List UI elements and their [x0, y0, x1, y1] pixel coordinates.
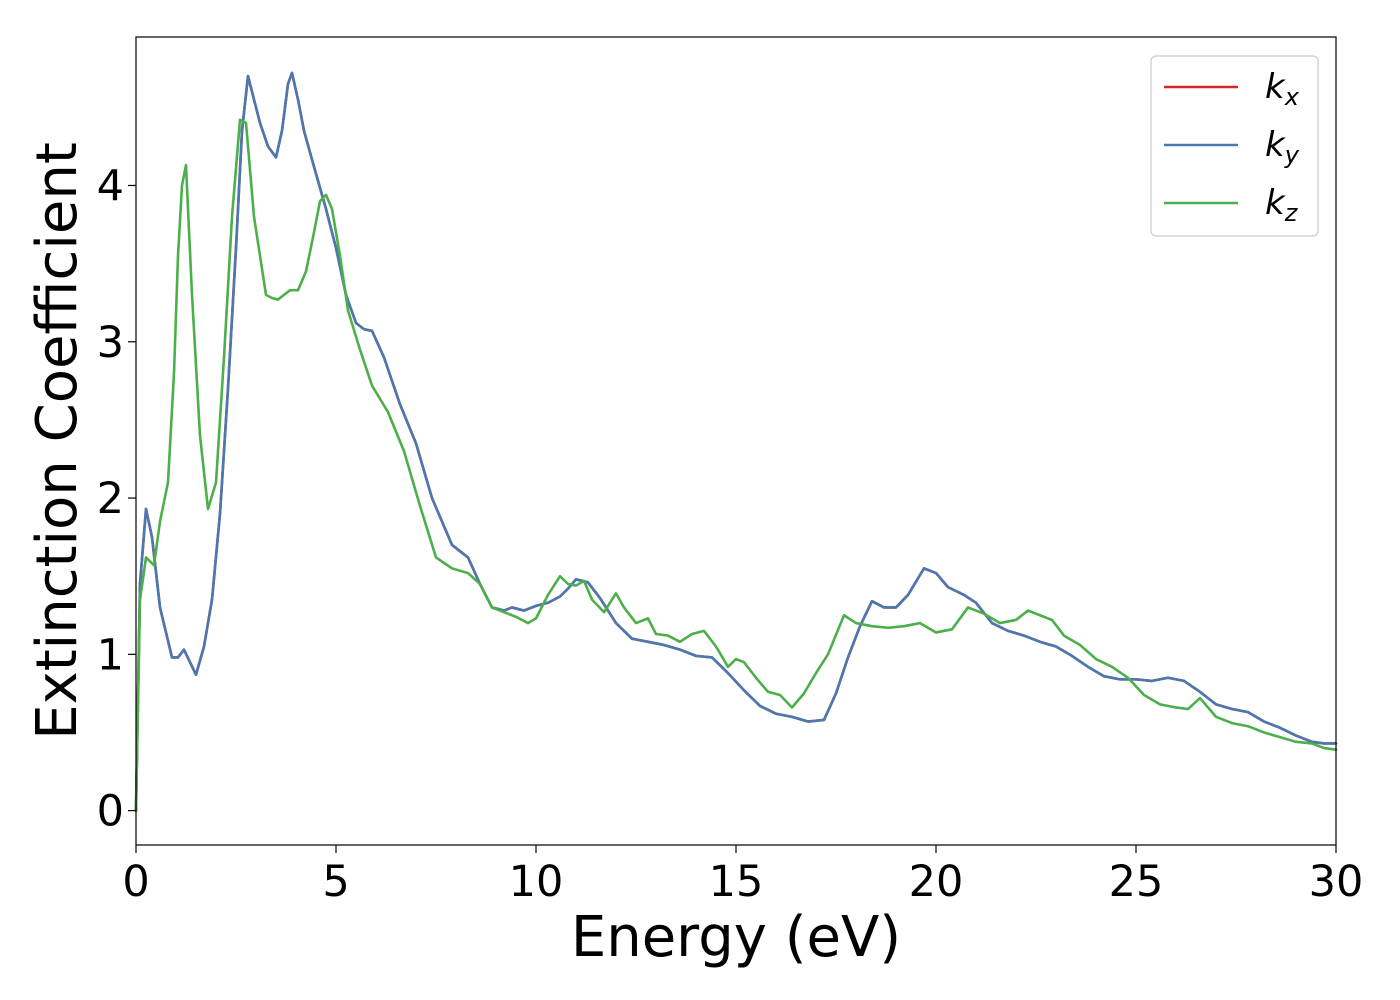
legend-label-z: kz — [1265, 183, 1299, 227]
series-line-y — [134, 71, 1338, 812]
legend: kx ky kz — [1150, 55, 1319, 237]
y-tick-label: 3 — [97, 318, 124, 368]
x-tick-label: 30 — [1309, 857, 1364, 907]
plot-lines — [134, 71, 1338, 812]
y-axis-ticks: 0 1 2 3 4 — [97, 161, 136, 837]
legend-label-x: kx — [1265, 67, 1300, 111]
x-tick-label: 15 — [709, 857, 764, 907]
x-tick-label: 10 — [509, 857, 564, 907]
x-tick-label: 25 — [1109, 857, 1164, 907]
x-tick-label: 0 — [122, 857, 149, 907]
x-tick-label: 5 — [322, 857, 349, 907]
x-tick-label: 20 — [909, 857, 964, 907]
y-axis-label: Extinction Coefficient — [25, 142, 90, 740]
series-line-z — [134, 118, 1338, 812]
x-axis-label: Energy (eV) — [571, 905, 901, 970]
y-tick-label: 4 — [97, 161, 124, 211]
legend-label-y: ky — [1265, 125, 1300, 169]
y-tick-label: 2 — [97, 474, 124, 524]
x-axis-ticks: 0 5 10 15 20 25 30 — [122, 845, 1363, 907]
y-tick-label: 0 — [97, 787, 124, 837]
y-tick-label: 1 — [97, 630, 124, 680]
